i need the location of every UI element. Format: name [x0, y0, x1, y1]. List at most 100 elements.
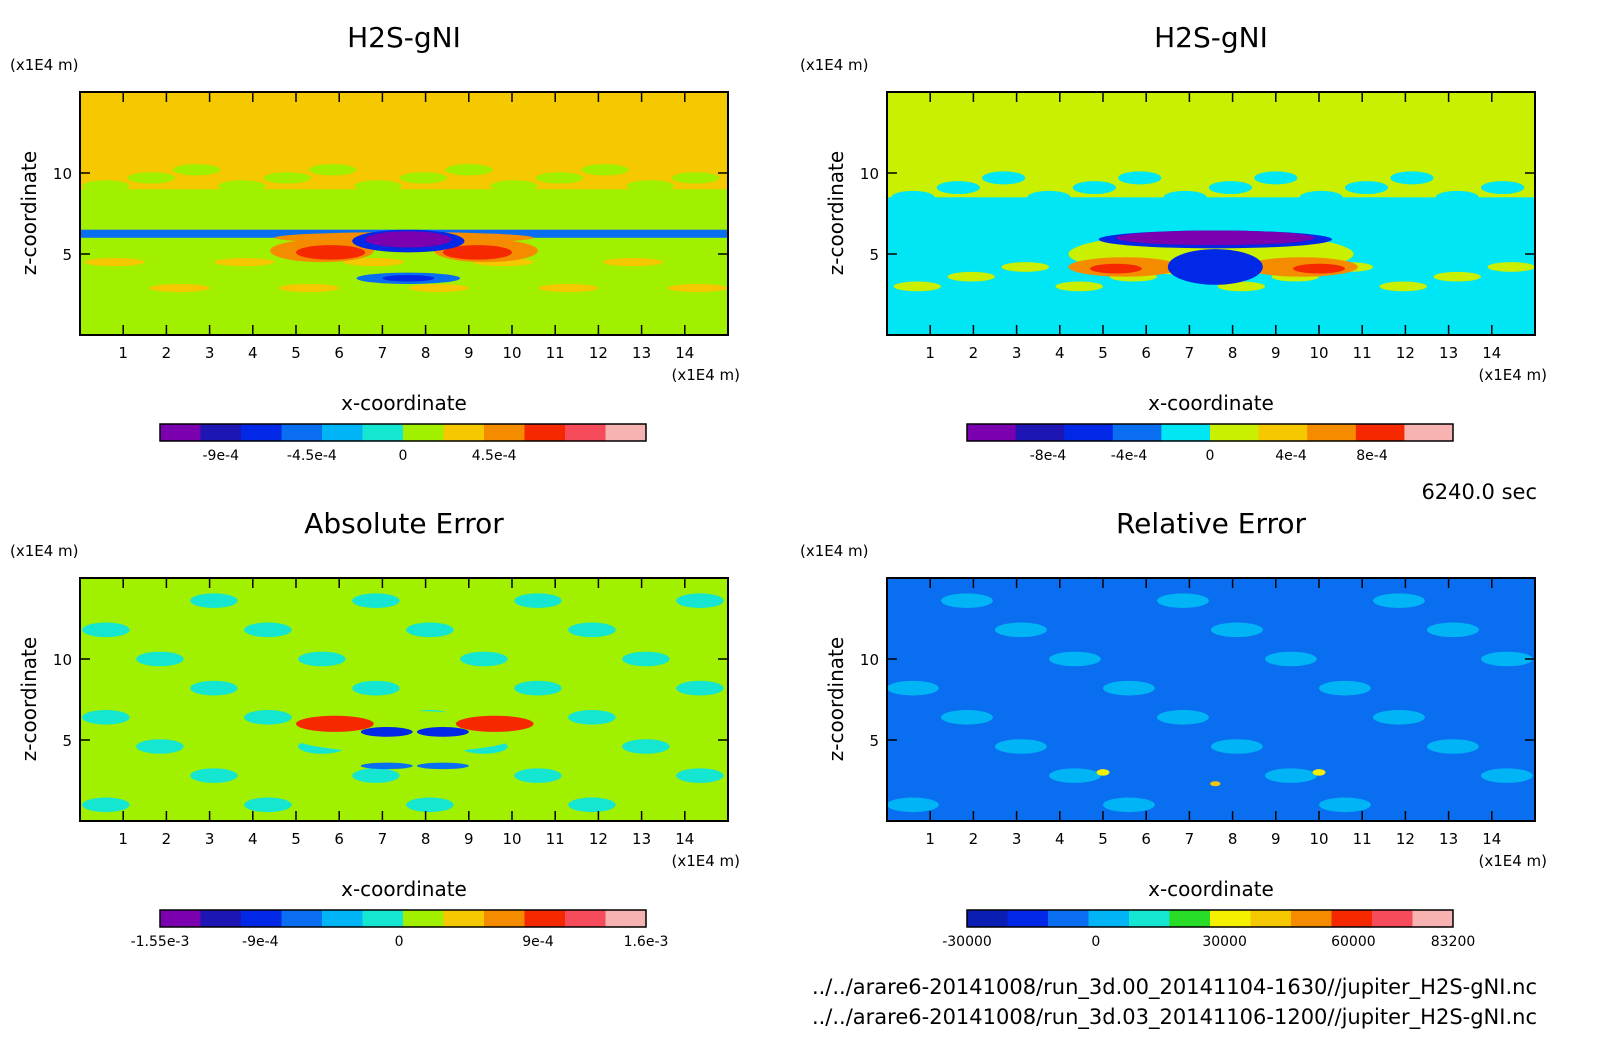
field-blob	[136, 622, 184, 638]
yellow-spot-center	[1210, 781, 1221, 787]
field-blob	[352, 593, 400, 608]
field-blob	[460, 797, 508, 813]
x-tick-label: 11	[1353, 830, 1372, 848]
field-blob	[514, 680, 562, 696]
field-blob	[887, 797, 939, 813]
x-unit-label: (x1E4 m)	[1478, 852, 1547, 870]
x-tick-label: 3	[205, 344, 215, 362]
yellow-spot-right	[1312, 769, 1326, 776]
heatmap-field	[80, 92, 728, 335]
field-blob	[676, 797, 724, 813]
x-tick-label: 2	[162, 344, 172, 362]
colorbar-frame	[159, 909, 647, 928]
red-lobe-right	[1293, 263, 1345, 274]
colorbar-swatch	[403, 424, 444, 441]
colorbar-tick-label: 4.5e-4	[472, 448, 517, 464]
field-blob	[622, 622, 670, 638]
y-axis: 5 10	[53, 651, 728, 750]
colorbar-frame	[966, 909, 1454, 928]
field-blob	[172, 164, 221, 176]
field-blob	[982, 171, 1026, 185]
colorbar-frame	[159, 423, 647, 442]
colorbar: -1.55e-3 -9e-4 0 9e-4 1.6e-3	[131, 909, 669, 950]
x-tick-label: 13	[1439, 830, 1458, 848]
x-tick-label: 12	[589, 344, 608, 362]
blue-core	[1167, 249, 1263, 285]
field-blob	[127, 172, 176, 184]
colorbar-swatch	[281, 910, 323, 927]
y-tick-label: 10	[53, 165, 72, 183]
field-blob	[622, 768, 670, 783]
colorbar-swatch	[322, 910, 363, 927]
field-blob	[1319, 680, 1371, 696]
heatmap-field	[887, 92, 1535, 335]
colorbar-swatch	[1048, 910, 1089, 927]
panel-title: H2S-gNI	[1154, 21, 1268, 54]
y-tick-label: 10	[53, 651, 72, 669]
field-blob	[408, 283, 469, 293]
colorbar-swatch	[403, 910, 444, 927]
x-tick-label: 5	[1098, 344, 1108, 362]
field-blob	[406, 680, 454, 696]
colorbar-tick-label: 1.6e-3	[624, 934, 669, 950]
field-blob	[460, 651, 508, 667]
colorbar-swatch	[1307, 424, 1357, 441]
field-blob	[1481, 181, 1525, 195]
field-blob	[941, 593, 993, 608]
x-tick-label: 7	[378, 830, 388, 848]
plot-frame	[886, 91, 1536, 336]
field-blob	[190, 651, 238, 667]
colorbar-swatch	[1112, 424, 1162, 441]
field-blob	[460, 680, 508, 696]
colorbar-swatch	[605, 424, 647, 441]
y-axis-label: z-coordinate	[17, 151, 41, 275]
colorbar-swatch	[200, 910, 242, 927]
colorbar-swatch	[1331, 910, 1373, 927]
heatmap-field	[887, 578, 1535, 821]
heatmap-field	[80, 578, 728, 821]
field-blob	[676, 710, 724, 725]
field-blob	[941, 710, 993, 725]
x-tick-label: 1	[118, 344, 128, 362]
colorbar: -9e-4 -4.5e-4 0 4.5e-4	[159, 423, 647, 464]
x-tick-label: 2	[969, 344, 979, 362]
field-blob	[416, 762, 469, 770]
field-blob	[84, 258, 145, 267]
colorbar-swatch	[1404, 424, 1454, 441]
field-blob	[352, 651, 400, 667]
field-blob	[887, 680, 939, 696]
field-blob	[136, 651, 184, 667]
field-blob	[244, 622, 292, 638]
x-tick-label: 11	[546, 344, 565, 362]
x-tick-label: 2	[162, 830, 172, 848]
field-blob	[537, 283, 599, 293]
panel-title: H2S-gNI	[347, 21, 461, 54]
colorbar-swatch	[160, 910, 201, 927]
x-tick-label: 4	[1055, 344, 1065, 362]
colorbar-swatch	[1372, 910, 1413, 927]
field-blob	[298, 797, 346, 813]
colorbar-swatch	[1129, 910, 1170, 927]
x-tick-label: 7	[378, 344, 388, 362]
x-axis-label: x-coordinate	[1148, 877, 1274, 901]
y-tick-label: 5	[62, 246, 72, 264]
field-blob	[676, 768, 724, 783]
field-blob	[1427, 739, 1479, 754]
colorbar-tick-label: 4e-4	[1275, 448, 1307, 464]
x-tick-label: 9	[464, 830, 474, 848]
x-tick-label: 7	[1185, 830, 1195, 848]
colorbar-swatch	[322, 424, 363, 441]
x-tick-label: 14	[675, 344, 694, 362]
x-tick-label: 12	[1396, 830, 1415, 848]
x-tick-label: 12	[589, 830, 608, 848]
field-blob	[1211, 739, 1263, 754]
field-blob	[1344, 181, 1389, 195]
x-unit-label: (x1E4 m)	[671, 366, 740, 384]
field-blob	[602, 258, 664, 267]
field-blob	[244, 739, 292, 754]
field-blob	[1157, 710, 1209, 725]
field-blob	[218, 180, 266, 192]
colorbar-tick-label: -30000	[942, 934, 992, 950]
field-blob	[263, 172, 312, 184]
